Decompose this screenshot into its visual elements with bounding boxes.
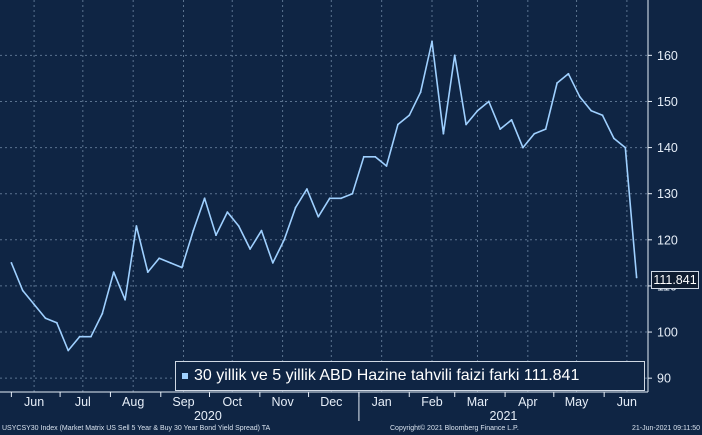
footer-source: USYCSY30 Index (Market Matrix US Sell 5 …	[2, 425, 271, 432]
data-point	[124, 298, 126, 301]
data-point	[396, 123, 399, 126]
data-point	[567, 72, 570, 75]
data-point	[101, 312, 104, 315]
data-point	[624, 146, 627, 149]
y-tick-label: 100	[657, 326, 678, 340]
data-point	[510, 119, 513, 121]
x-axis-labels: Jun Jul Aug Sep Oct Nov Dec Jan Feb Mar Apr May Jun 2…	[24, 395, 637, 423]
data-point	[135, 225, 138, 227]
x-tick-label: Aug	[122, 395, 144, 409]
y-tick-label: 160	[657, 49, 678, 63]
data-point	[487, 100, 490, 103]
data-point	[317, 215, 320, 218]
series-line	[10, 40, 638, 352]
data-point	[112, 271, 115, 273]
x-tick-label: Jun	[24, 395, 44, 409]
footer-copyright: Copyright© 2021 Bloomberg Finance L.P.	[390, 425, 519, 432]
data-point	[465, 123, 468, 126]
legend-swatch	[182, 373, 188, 379]
data-point	[237, 225, 240, 227]
x-tick-label: Jan	[372, 395, 392, 409]
data-point	[351, 192, 354, 195]
data-point	[158, 257, 161, 260]
data-point	[203, 197, 206, 200]
x-tick-label: Feb	[421, 395, 443, 409]
data-point	[612, 137, 615, 140]
data-point	[78, 335, 81, 338]
axes	[0, 0, 652, 421]
data-point	[522, 146, 524, 149]
data-point	[362, 155, 365, 158]
data-point	[55, 321, 58, 324]
data-point	[146, 271, 149, 273]
x-tick-label: Jun	[617, 395, 637, 409]
data-point	[260, 229, 263, 232]
data-point	[21, 289, 24, 292]
data-point	[215, 234, 217, 237]
data-point	[431, 40, 433, 43]
x-tick-label: Mar	[467, 395, 489, 409]
data-point	[601, 114, 604, 117]
y-tick-label: 150	[657, 95, 678, 109]
year-label: 2021	[490, 409, 518, 423]
data-point	[192, 229, 195, 232]
x-tick-label: Dec	[320, 395, 342, 409]
x-tick-label: Oct	[223, 395, 243, 409]
legend: 30 yillik ve 5 yillik ABD Hazine tahvili…	[175, 361, 645, 391]
series-group	[10, 40, 638, 352]
y-tick-label: 90	[657, 372, 671, 386]
data-point	[180, 266, 183, 269]
data-point	[306, 188, 308, 190]
y-tick-label: 130	[657, 187, 678, 201]
x-tick-label: Apr	[518, 395, 537, 409]
x-tick-label: Jul	[75, 395, 91, 409]
data-point	[328, 197, 331, 200]
data-point	[635, 276, 638, 279]
y-axis-labels: 90100110120130140150160	[657, 49, 678, 386]
data-point	[442, 132, 445, 135]
x-tick-label: Nov	[271, 395, 294, 409]
footer: USYCSY30 Index (Market Matrix US Sell 5 …	[0, 421, 702, 435]
last-value-tag: 111.841	[651, 271, 699, 289]
x-tick-label: May	[565, 395, 589, 409]
data-point	[499, 128, 502, 131]
footer-timestamp: 21-Jun-2021 09:11:50	[632, 425, 700, 432]
data-point	[590, 109, 593, 112]
data-point	[578, 95, 581, 98]
data-point	[67, 349, 70, 352]
data-point	[226, 211, 229, 214]
y-tick-label: 140	[657, 141, 678, 155]
data-point	[340, 197, 342, 200]
y-tick-label: 120	[657, 233, 678, 247]
data-point	[169, 261, 172, 264]
data-point	[533, 132, 536, 135]
data-point	[294, 206, 297, 209]
data-point	[556, 82, 558, 84]
data-point	[544, 128, 547, 131]
data-point	[249, 248, 252, 250]
data-point	[408, 114, 411, 117]
data-point	[476, 109, 479, 112]
data-point	[44, 317, 47, 320]
data-point	[283, 238, 286, 241]
data-point	[453, 54, 456, 57]
data-point	[374, 155, 377, 158]
year-label: 2020	[194, 409, 222, 423]
data-point	[33, 303, 36, 306]
x-tick-label: Sep	[172, 395, 194, 409]
legend-label: 30 yillik ve 5 yillik ABD Hazine tahvili…	[194, 367, 580, 384]
data-point	[90, 335, 92, 338]
data-point	[385, 165, 388, 167]
data-point	[271, 261, 274, 264]
grid-lines	[0, 0, 648, 392]
data-point	[419, 91, 422, 94]
data-point	[10, 261, 13, 264]
